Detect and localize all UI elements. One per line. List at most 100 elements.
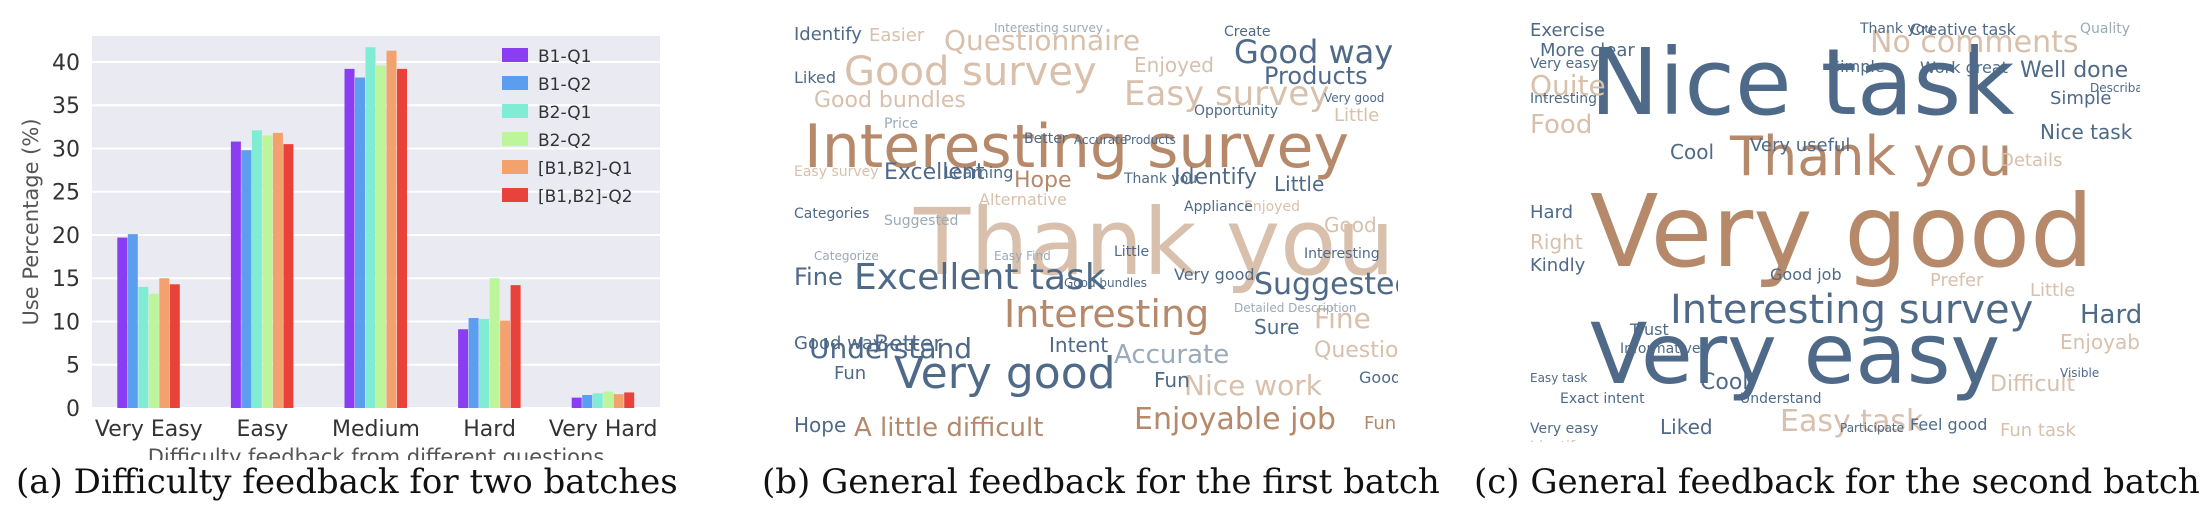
x-tick-label: Medium xyxy=(332,417,420,442)
wordcloud-c-word: Work great xyxy=(1920,58,2008,77)
wordcloud-b-word: Fun xyxy=(1154,368,1190,392)
caption-b: (b) General feedback for the first batch xyxy=(762,462,1440,502)
bar-B1-Q2-2 xyxy=(355,77,365,409)
wordcloud-b-word: Excellent xyxy=(884,160,985,185)
bar--B1-B2-Q2-0 xyxy=(169,284,180,408)
legend-label: B1-Q1 xyxy=(538,47,591,67)
wordcloud-b-word: Suggested xyxy=(884,213,959,229)
wordcloud-c-word: Exercise xyxy=(1530,22,1605,41)
bar-B1-Q1-4 xyxy=(571,397,582,408)
wordcloud-b-word: Understand xyxy=(809,332,972,365)
bar-B2-Q1-0 xyxy=(138,286,149,408)
bar--B1-B2-Q1-0 xyxy=(159,278,170,408)
wordcloud-b-word: Interesting xyxy=(1004,292,1210,336)
legend-label: B2-Q2 xyxy=(538,131,591,151)
wordcloud-b-word: Liked xyxy=(794,68,837,87)
wordcloud-b-word: Questionnaire xyxy=(944,24,1141,57)
legend-swatch xyxy=(502,132,528,146)
wordcloud-b-word: Hope xyxy=(1014,168,1072,193)
wordcloud-c-word: Fun task xyxy=(2000,420,2076,441)
x-tick-label: Hard xyxy=(463,417,516,442)
legend-swatch xyxy=(502,76,528,90)
wordcloud-b-word: Good survey xyxy=(844,49,1097,95)
wordcloud-b-word: Good xyxy=(1359,368,1398,387)
wordcloud-c-word: Hard xyxy=(1530,202,1574,223)
wordcloud-c-word: Understand xyxy=(1740,391,1822,407)
legend-swatch xyxy=(502,48,528,62)
bar--B1-B2-Q1-2 xyxy=(386,50,397,409)
wordcloud-c-word: Very easy xyxy=(1590,305,2001,403)
caption-a: (a) Difficulty feedback for two batches xyxy=(16,462,678,502)
y-tick-label: 20 xyxy=(52,224,80,249)
y-tick-label: 25 xyxy=(52,181,80,206)
wordcloud-c-word: Participate xyxy=(1840,421,1905,435)
wordcloud-c-word: Food xyxy=(1530,110,1593,140)
bar-B2-Q2-1 xyxy=(262,135,273,408)
wordcloud-c-word: Enjoyable xyxy=(2060,330,2140,354)
bar-B2-Q1-4 xyxy=(592,393,603,408)
wordcloud-c-word: Very easy xyxy=(1530,421,1599,437)
wordcloud-b-word: Detailed Description xyxy=(1234,301,1357,315)
wordcloud-c-word: Well done xyxy=(2020,58,2129,83)
wordcloud-b-word: Fine xyxy=(794,263,843,291)
wordcloud-c-word: Quite xyxy=(1530,69,1606,102)
wordcloud-second-batch: Very good Nice task Very easy Thank you Inte… xyxy=(1530,22,2140,442)
caption-c: (c) General feedback for the second batc… xyxy=(1474,462,2200,502)
wordcloud-b-word: Excellent task xyxy=(854,257,1106,298)
x-tick-label: Very Easy xyxy=(95,417,203,442)
wordcloud-c-word: Easy task xyxy=(1780,404,1924,439)
wordcloud-b-word: Questions xyxy=(1314,338,1398,363)
wordcloud-b-word: Good xyxy=(1324,213,1377,237)
wordcloud-c-word: Quality xyxy=(2080,22,2131,37)
panel-difficulty-chart: 0 5 10 15 20 25 30 35 40 Very Easy Easy Medium Hard V… xyxy=(0,0,700,524)
bar-B2-Q2-3 xyxy=(489,278,500,408)
wordcloud-b-word: Intent xyxy=(1049,333,1109,357)
y-tick-label: 15 xyxy=(52,267,80,292)
wordcloud-b-word: Good bundles xyxy=(1064,276,1147,290)
wordcloud-b-word: Nice work xyxy=(1184,369,1323,402)
wordcloud-c-word: Cool xyxy=(1670,140,1714,164)
bar-B1-Q1-1 xyxy=(230,141,241,408)
bar-B2-Q1-2 xyxy=(365,47,376,408)
bar-B1-Q2-4 xyxy=(582,395,593,408)
wordcloud-c-word: Thank you xyxy=(1860,22,1934,37)
legend-label: B2-Q1 xyxy=(538,103,591,123)
wordcloud-b-word: Products xyxy=(1124,133,1176,147)
wordcloud-b-word: Good way xyxy=(1234,33,1394,71)
y-tick-label: 35 xyxy=(52,94,80,119)
bar--B1-B2-Q2-3 xyxy=(510,285,521,408)
wordcloud-c-word: No comments xyxy=(1870,25,2079,60)
bar-B2-Q2-0 xyxy=(148,293,159,408)
bar--B1-B2-Q1-3 xyxy=(500,320,511,408)
wordcloud-b-word: Very good xyxy=(894,348,1116,399)
wordcloud-b-word: Easy survey xyxy=(1124,74,1330,114)
wordcloud-b-word: Thank you xyxy=(914,189,1395,296)
wordcloud-b-word: A little difficult xyxy=(854,413,1044,442)
legend-label: B1-Q2 xyxy=(538,75,591,95)
wordcloud-c-word: Interesting survey xyxy=(1670,287,2034,333)
wordcloud-b-word: Categorize xyxy=(814,249,879,263)
wordcloud-c-word: Nice task xyxy=(2040,120,2133,144)
wordcloud-c-word: More clear xyxy=(1540,40,1635,61)
wordcloud-first-batch: Thank you Interesting survey Good survey Ve… xyxy=(794,22,1398,442)
wordcloud-b-word: Enjoyed xyxy=(1134,53,1214,77)
wordcloud-b-word: Very good xyxy=(1324,91,1385,105)
wordcloud-c-word: Informative xyxy=(1620,341,1701,357)
wordcloud-c-word: Easy task xyxy=(1530,371,1588,385)
wordcloud-b-word: Fine xyxy=(1314,302,1371,335)
bar--B1-B2-Q1-4 xyxy=(613,394,624,408)
wordcloud-b-word: Suggested xyxy=(1254,267,1398,302)
legend-label: [B1,B2]-Q1 xyxy=(538,159,633,179)
wordcloud-b-word: Products xyxy=(1264,62,1368,90)
wordcloud-b-word: Hope xyxy=(794,413,847,437)
bar--B1-B2-Q2-2 xyxy=(397,68,407,408)
bar-B1-Q1-3 xyxy=(458,329,469,408)
wordcloud-b-word: Easy survey xyxy=(794,164,879,180)
bar--B1-B2-Q2-4 xyxy=(624,392,635,408)
wordcloud-b-word: Very good xyxy=(1174,265,1255,284)
wordcloud-c-word: Details xyxy=(2000,150,2063,171)
wordcloud-b-word: Easy Find xyxy=(994,249,1051,263)
wordcloud-b-word: Appliance xyxy=(1184,199,1253,215)
wordcloud-b-word: Little xyxy=(1334,105,1380,126)
wordcloud-c-word: Prefer xyxy=(1930,270,1984,291)
